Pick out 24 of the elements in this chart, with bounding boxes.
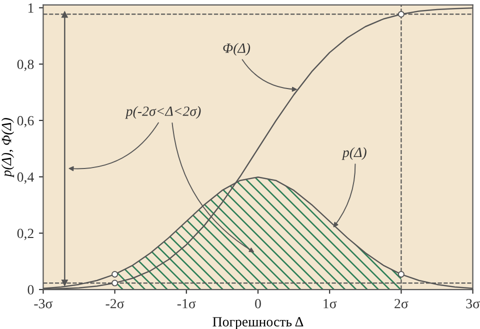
x-tick-label: -1σ — [177, 299, 196, 308]
y-tick-label: 1 — [28, 3, 34, 13]
y-tick-label: 0,6 — [17, 116, 34, 128]
point — [398, 271, 404, 278]
annotation: p(Δ) — [342, 147, 366, 160]
x-tick-label: 3σ — [466, 298, 480, 308]
y-tick-label: 0,4 — [17, 172, 34, 184]
x-tick-label: 1σ — [324, 299, 337, 308]
point — [61, 280, 68, 287]
x-tick-label: -2σ — [106, 298, 124, 308]
point — [61, 10, 68, 18]
x-tick-label: 2σ — [394, 298, 408, 308]
y-tick-label: 0 — [28, 285, 34, 294]
y-tick-label: 0,8 — [17, 60, 34, 72]
point — [112, 280, 118, 286]
point — [398, 10, 404, 18]
x-tick-label: -3σ — [34, 298, 53, 308]
y-axis-title: p(Δ), Φ(Δ) — [1, 118, 14, 178]
annotation: Φ(Δ) — [223, 43, 250, 56]
point — [112, 271, 118, 278]
x-axis-title: Погрешность Δ — [212, 317, 304, 329]
y-tick-label: 0,2 — [17, 228, 34, 240]
x-tick-label: 0 — [255, 298, 261, 308]
annotation: p(-2σ<Δ<2σ) — [125, 106, 201, 119]
